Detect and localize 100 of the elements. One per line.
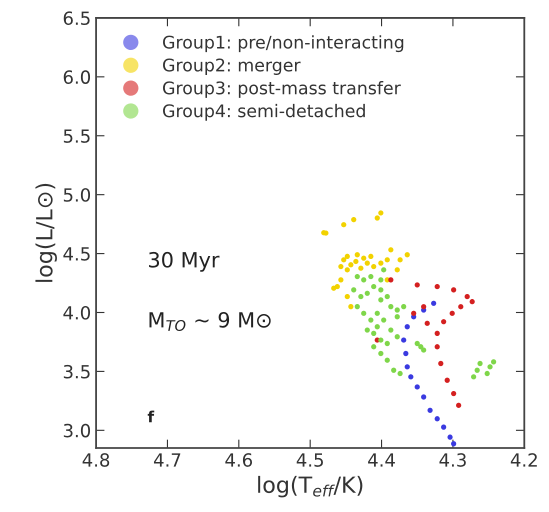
point — [361, 256, 366, 261]
point — [408, 374, 414, 380]
point — [447, 434, 453, 440]
point — [374, 324, 380, 330]
point — [474, 368, 480, 373]
point — [444, 378, 450, 383]
point — [378, 210, 384, 216]
point — [364, 290, 370, 296]
point — [384, 294, 390, 300]
point — [421, 304, 426, 310]
x-tick-label: 4.6 — [225, 453, 252, 467]
point — [344, 267, 350, 272]
point — [421, 347, 426, 353]
point — [351, 217, 356, 222]
point — [338, 277, 344, 282]
point — [403, 350, 408, 356]
point — [354, 252, 360, 258]
y-tick-label: 5.0 — [64, 188, 90, 202]
point — [394, 314, 400, 320]
point — [341, 222, 346, 228]
point — [388, 304, 394, 310]
x-tick-label: 4.8 — [82, 453, 110, 467]
x-tick-label: 4.4 — [368, 453, 395, 467]
y-tick-label: 4.0 — [63, 306, 90, 320]
point — [451, 390, 456, 396]
point — [456, 402, 462, 408]
point — [414, 340, 420, 346]
point — [344, 254, 350, 260]
point — [378, 350, 384, 356]
point — [411, 310, 416, 316]
point — [464, 294, 470, 300]
point — [394, 334, 400, 340]
point — [404, 252, 410, 258]
point — [378, 337, 384, 343]
point — [438, 360, 444, 366]
y-tick-label: 6.0 — [64, 70, 90, 84]
point — [404, 324, 410, 330]
point — [441, 424, 446, 430]
point — [384, 257, 390, 262]
point — [353, 258, 358, 264]
point — [371, 330, 376, 336]
point — [348, 304, 354, 310]
point — [434, 284, 440, 290]
point — [364, 327, 370, 333]
x-tick-label: 4.2 — [510, 453, 537, 467]
x-tick-label: 4.7 — [154, 453, 180, 467]
legend-label: Group1: pre/non-interacting — [163, 35, 404, 52]
legend-label: Group3: post-mass transfer — [163, 81, 401, 98]
point — [418, 344, 424, 350]
point — [354, 274, 360, 280]
point — [394, 307, 400, 313]
point — [368, 317, 374, 323]
y-tick-label: 3.5 — [64, 364, 90, 379]
point — [378, 287, 384, 292]
point — [421, 394, 426, 400]
point — [381, 267, 386, 272]
point — [398, 257, 403, 262]
point — [358, 266, 364, 271]
point — [431, 300, 436, 306]
point — [441, 319, 446, 324]
point — [361, 277, 366, 282]
point — [401, 304, 406, 310]
point — [368, 254, 374, 260]
point — [477, 360, 483, 366]
point — [394, 267, 400, 272]
point — [331, 286, 336, 291]
point — [358, 294, 364, 300]
point — [414, 282, 420, 288]
point — [451, 287, 456, 292]
point — [338, 264, 344, 270]
point — [484, 370, 490, 376]
point — [487, 364, 493, 370]
point — [491, 359, 496, 364]
point — [401, 337, 406, 343]
point — [351, 287, 356, 292]
point — [344, 294, 350, 300]
point — [354, 304, 360, 310]
point — [371, 344, 376, 350]
point — [361, 310, 366, 316]
point — [434, 416, 440, 422]
annotation: f — [148, 410, 154, 422]
point — [384, 358, 390, 363]
point — [434, 344, 440, 350]
y-tick-label: 4.5 — [63, 247, 90, 261]
point — [404, 364, 410, 370]
point — [371, 284, 376, 290]
point — [374, 215, 380, 221]
point — [378, 277, 384, 282]
point — [427, 408, 433, 413]
point — [371, 264, 376, 270]
point — [374, 310, 380, 316]
y-tick-label: 3.0 — [64, 424, 90, 438]
annotation: 30 Myr — [149, 252, 220, 272]
point — [391, 368, 396, 373]
legend-label: Group4: semi-detached — [163, 104, 365, 121]
y-tick-label: 6.5 — [64, 11, 90, 26]
point — [388, 327, 394, 333]
point — [414, 384, 420, 390]
annotation: M$_{TO}$ ~ 9 M⊙ — [150, 312, 271, 332]
point — [471, 374, 476, 380]
